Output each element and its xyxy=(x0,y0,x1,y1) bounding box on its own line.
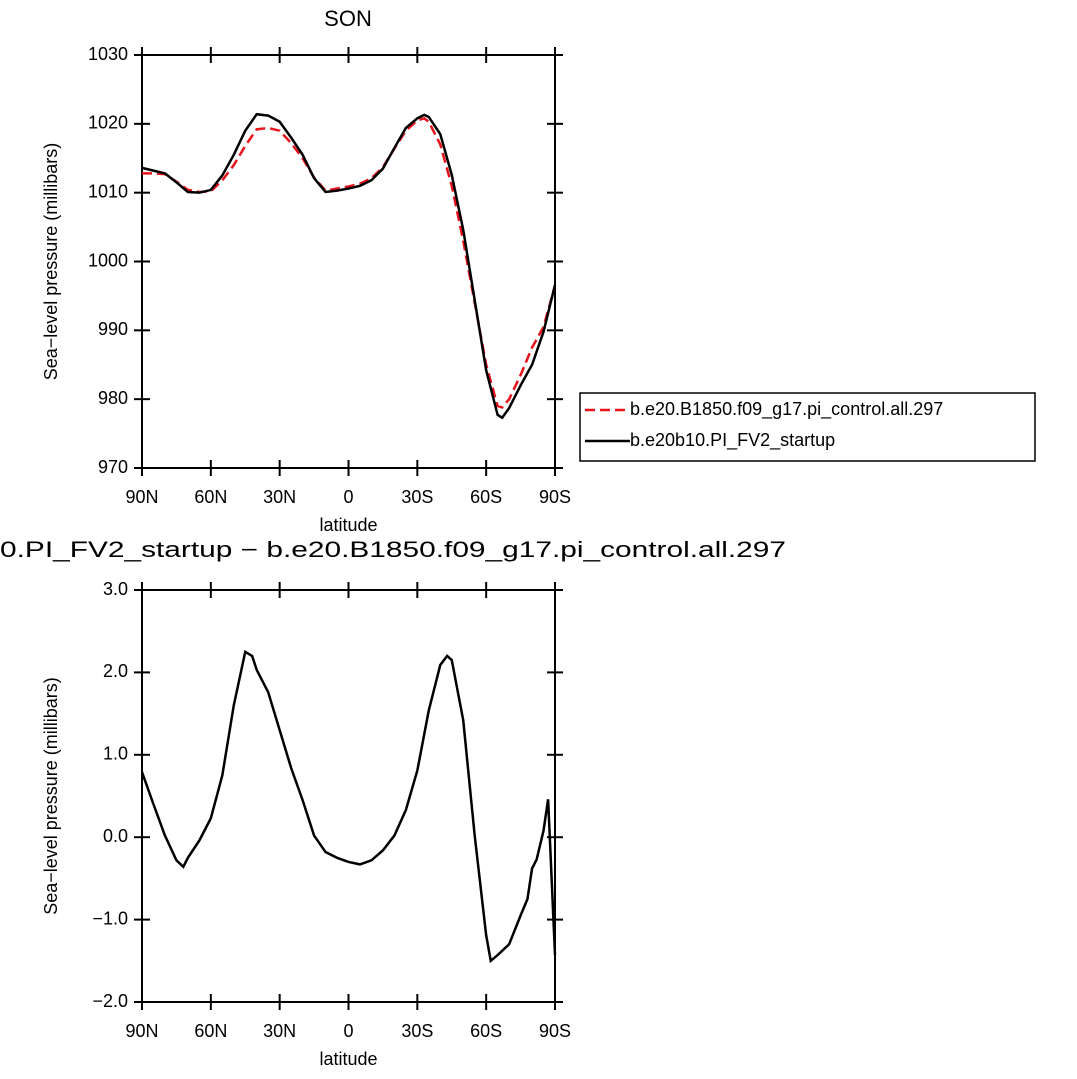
x-axis-label: latitude xyxy=(319,515,377,535)
y-tick-label: −2.0 xyxy=(92,991,128,1011)
x-tick-label: 30S xyxy=(401,487,433,507)
legend-label: b.e20b10.PI_FV2_startup xyxy=(630,430,835,451)
x-tick-label: 30N xyxy=(263,487,296,507)
y-tick-label: 0.0 xyxy=(103,826,128,846)
y-axis-label: Sea−level pressure (millibars) xyxy=(41,677,61,915)
x-axis-label: latitude xyxy=(319,1049,377,1069)
x-tick-label: 60S xyxy=(470,487,502,507)
data-line xyxy=(142,116,557,409)
legend-box xyxy=(579,392,1036,462)
y-tick-label: 1020 xyxy=(88,113,128,133)
legend-label: b.e20.B1850.f09_g17.pi_control.all.297 xyxy=(630,399,943,420)
plot-frame xyxy=(141,589,556,1003)
plot-frame xyxy=(141,54,556,469)
x-tick-label: 60N xyxy=(194,1021,227,1041)
y-tick-label: 1010 xyxy=(88,181,128,201)
y-tick-label: 990 xyxy=(98,319,128,339)
y-tick-label: 2.0 xyxy=(103,661,128,681)
chart-title: SON xyxy=(324,6,372,31)
y-axis-label: Sea−level pressure (millibars) xyxy=(41,143,61,381)
chart-title: 0.PI_FV2_startup − b.e20.B1850.f09_g17.p… xyxy=(0,537,786,562)
y-tick-label: 3.0 xyxy=(103,579,128,599)
x-tick-label: 30S xyxy=(401,1021,433,1041)
data-line xyxy=(141,112,557,420)
x-tick-label: 30N xyxy=(263,1021,296,1041)
y-tick-label: 1030 xyxy=(88,44,128,64)
y-tick-label: 980 xyxy=(98,388,128,408)
y-tick-label: 1.0 xyxy=(103,744,128,764)
y-tick-label: −1.0 xyxy=(92,908,128,928)
x-tick-label: 90N xyxy=(125,1021,158,1041)
x-tick-label: 60N xyxy=(194,487,227,507)
y-tick-label: 970 xyxy=(98,457,128,477)
x-tick-label: 90S xyxy=(539,487,571,507)
x-tick-label: 60S xyxy=(470,1021,502,1041)
x-tick-label: 90S xyxy=(539,1021,571,1041)
x-tick-label: 0 xyxy=(343,487,353,507)
x-tick-label: 90N xyxy=(125,487,158,507)
data-line xyxy=(140,649,557,964)
y-tick-label: 1000 xyxy=(88,250,128,270)
x-tick-label: 0 xyxy=(343,1021,353,1041)
